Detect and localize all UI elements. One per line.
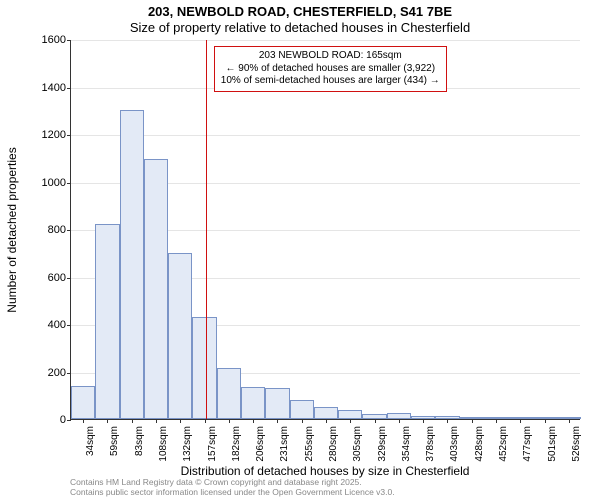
y-tick-mark [67, 183, 71, 184]
y-tick-mark [67, 278, 71, 279]
x-tick-mark [253, 419, 254, 423]
y-tick-mark [67, 373, 71, 374]
histogram-bar [290, 400, 314, 419]
histogram-bar [314, 407, 338, 419]
x-tick-mark [520, 419, 521, 423]
x-axis-label: Distribution of detached houses by size … [70, 464, 580, 478]
x-tick-label: 378sqm [425, 426, 436, 462]
x-tick-mark [447, 419, 448, 423]
x-tick-label: 354sqm [401, 426, 412, 462]
x-tick-mark [205, 419, 206, 423]
x-tick-label: 305sqm [352, 426, 363, 462]
y-tick-label: 1400 [6, 82, 66, 94]
y-tick-label: 1200 [6, 129, 66, 141]
y-tick-mark [67, 325, 71, 326]
y-tick-label: 400 [6, 319, 66, 331]
chart-title-sub: Size of property relative to detached ho… [0, 20, 600, 35]
x-tick-label: 206sqm [255, 426, 266, 462]
x-tick-mark [399, 419, 400, 423]
reference-line [206, 40, 207, 419]
x-tick-label: 501sqm [547, 426, 558, 462]
histogram-bar [95, 224, 119, 419]
x-tick-label: 231sqm [279, 426, 290, 462]
x-tick-label: 34sqm [85, 426, 96, 456]
x-tick-label: 428sqm [474, 426, 485, 462]
x-tick-mark [83, 419, 84, 423]
plot-area: 203 NEWBOLD ROAD: 165sqm← 90% of detache… [70, 40, 580, 420]
x-tick-mark [302, 419, 303, 423]
y-tick-label: 1000 [6, 177, 66, 189]
x-tick-label: 526sqm [571, 426, 582, 462]
x-tick-mark [180, 419, 181, 423]
y-tick-mark [67, 88, 71, 89]
callout-line: 203 NEWBOLD ROAD: 165sqm [221, 50, 440, 63]
x-tick-mark [545, 419, 546, 423]
x-tick-label: 403sqm [449, 426, 460, 462]
histogram-bar [338, 410, 362, 419]
x-tick-label: 132sqm [182, 426, 193, 462]
x-tick-mark [472, 419, 473, 423]
x-tick-label: 59sqm [109, 426, 120, 456]
histogram-bar [265, 388, 289, 419]
x-tick-label: 255sqm [304, 426, 315, 462]
x-tick-label: 83sqm [134, 426, 145, 456]
x-tick-label: 329sqm [377, 426, 388, 462]
x-tick-mark [156, 419, 157, 423]
x-tick-label: 182sqm [231, 426, 242, 462]
y-tick-label: 600 [6, 272, 66, 284]
x-tick-mark [423, 419, 424, 423]
y-tick-mark [67, 135, 71, 136]
callout-line: ← 90% of detached houses are smaller (3,… [221, 63, 440, 76]
y-tick-mark [67, 40, 71, 41]
x-tick-label: 157sqm [207, 426, 218, 462]
x-tick-mark [107, 419, 108, 423]
histogram-bar [217, 368, 241, 419]
x-tick-mark [350, 419, 351, 423]
reference-callout: 203 NEWBOLD ROAD: 165sqm← 90% of detache… [214, 46, 447, 92]
x-tick-mark [375, 419, 376, 423]
footer-line-2: Contains public sector information licen… [70, 488, 395, 498]
gridline [71, 135, 580, 136]
histogram-bar [168, 253, 192, 419]
attribution-footer: Contains HM Land Registry data © Crown c… [70, 478, 395, 498]
x-tick-mark [132, 419, 133, 423]
x-tick-mark [569, 419, 570, 423]
y-tick-label: 0 [6, 414, 66, 426]
histogram-bar [144, 159, 168, 419]
y-tick-mark [67, 230, 71, 231]
histogram-bar [192, 317, 216, 419]
histogram-bar [71, 386, 95, 419]
chart-title-address: 203, NEWBOLD ROAD, CHESTERFIELD, S41 7BE [0, 4, 600, 19]
y-tick-mark [67, 420, 71, 421]
x-tick-label: 280sqm [328, 426, 339, 462]
histogram-bar [120, 110, 144, 419]
x-tick-mark [326, 419, 327, 423]
callout-line: 10% of semi-detached houses are larger (… [221, 75, 440, 88]
x-tick-mark [496, 419, 497, 423]
y-tick-label: 200 [6, 367, 66, 379]
x-tick-mark [229, 419, 230, 423]
x-tick-label: 452sqm [498, 426, 509, 462]
gridline [71, 40, 580, 41]
x-tick-label: 477sqm [522, 426, 533, 462]
y-tick-label: 800 [6, 224, 66, 236]
histogram-bar [241, 387, 265, 419]
x-tick-label: 108sqm [158, 426, 169, 462]
y-tick-label: 1600 [6, 34, 66, 46]
x-tick-mark [277, 419, 278, 423]
